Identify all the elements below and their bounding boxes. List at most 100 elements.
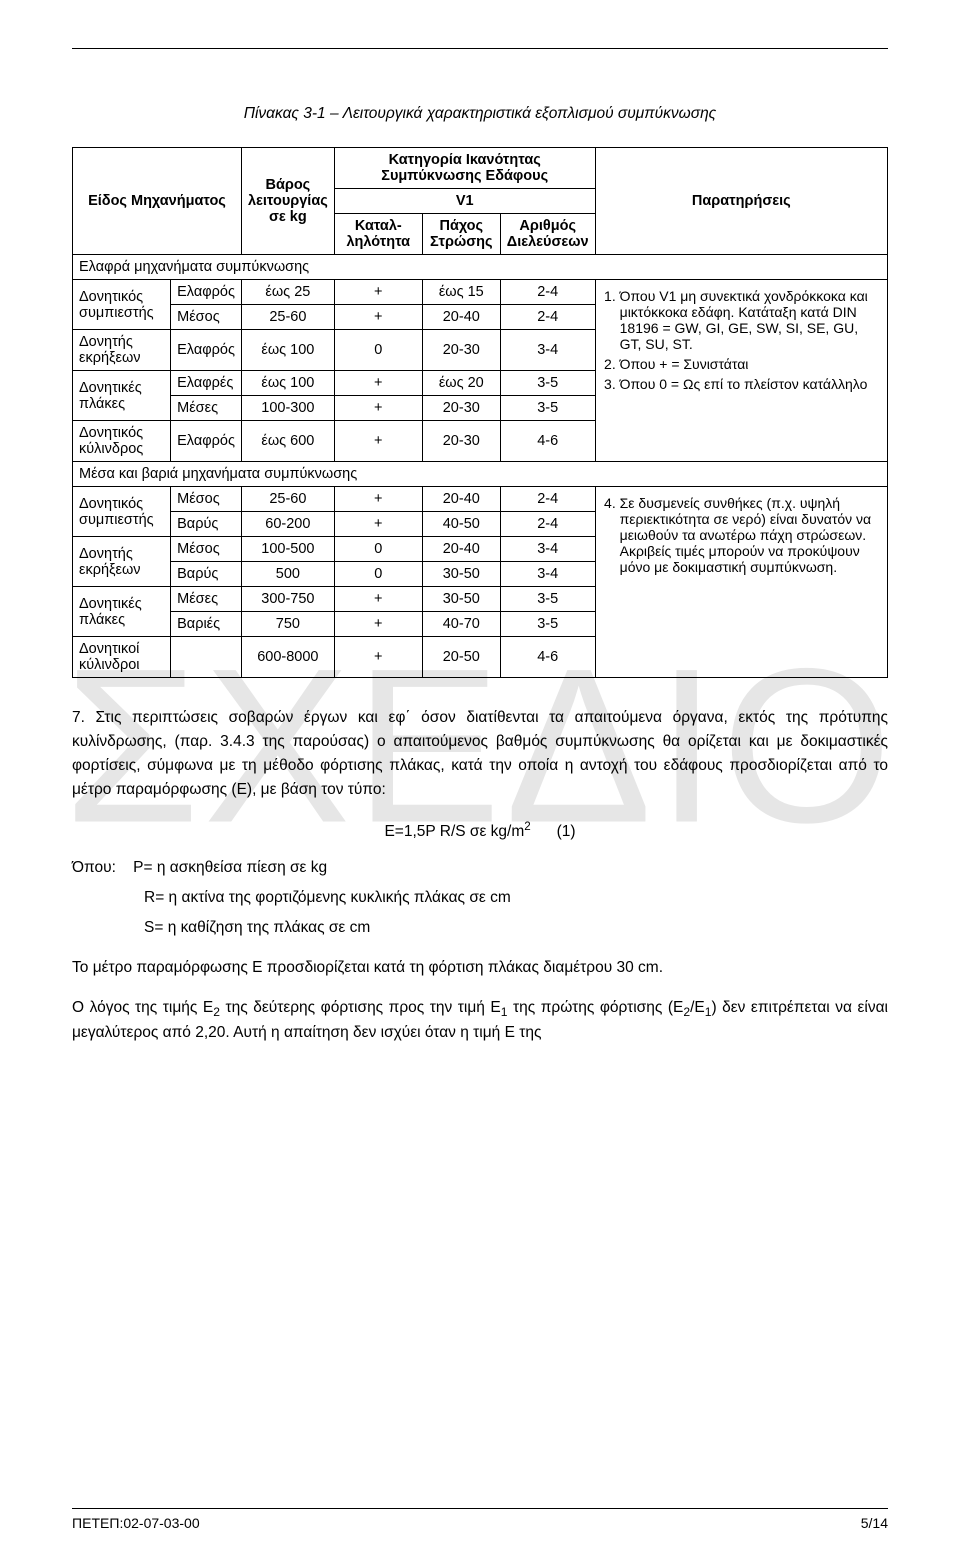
cell: Δονητικός συμπιεστής: [73, 487, 171, 537]
cell: 3-5: [500, 371, 595, 396]
th-passes: Αριθμός Διελεύσεων: [500, 214, 595, 255]
paragraph-7: 7. Στις περιπτώσεις σοβαρών έργων και εφ…: [72, 706, 888, 802]
cell: 100-500: [241, 537, 334, 562]
cell: 100-300: [241, 396, 334, 421]
note-1: Όπου V1 μη συνεκτικά χονδρόκκοκα και μικ…: [620, 288, 879, 352]
cell: Βαρύς: [171, 512, 242, 537]
p3-b: της δεύτερης φόρτισης προς την τιμή E: [220, 999, 501, 1016]
paragraph-e30: Το μέτρο παραμόρφωσης Ε προσδιορίζεται κ…: [72, 956, 888, 980]
cell: 3-4: [500, 562, 595, 587]
def-s: S= η καθίζηση της πλάκας σε cm: [144, 913, 888, 942]
cell: 20-30: [422, 421, 500, 462]
cell: Ελαφρές: [171, 371, 242, 396]
th-notes: Παρατηρήσεις: [595, 148, 887, 255]
cell: Ελαφρός: [171, 280, 242, 305]
cell: έως 100: [241, 371, 334, 396]
cell: Δονητής εκρήξεων: [73, 537, 171, 587]
th-group-title: Κατηγορία Ικανότητας Συμπύκνωσης Εδάφους: [334, 148, 595, 189]
def-r: R= η ακτίνα της φορτιζόμενης κυκλικής πλ…: [144, 883, 888, 912]
footer-left: ΠΕΤΕΠ:02-07-03-00: [72, 1515, 200, 1531]
note-4: Σε δυσμενείς συνθήκες (π.χ. υψηλή περιεκ…: [620, 495, 879, 575]
cell: 40-70: [422, 612, 500, 637]
note-3: Όπου 0 = Ως επί το πλείστον κατάλληλο: [620, 376, 879, 392]
cell: Μέσος: [171, 487, 242, 512]
cell: Βαρύς: [171, 562, 242, 587]
cell: 600-8000: [241, 637, 334, 678]
cell: 0: [334, 330, 422, 371]
cell: 20-40: [422, 305, 500, 330]
cell: 25-60: [241, 305, 334, 330]
cell: 300-750: [241, 587, 334, 612]
def-p: P= η ασκηθείσα πίεση σε kg: [133, 859, 327, 876]
cell: +: [334, 396, 422, 421]
cell: +: [334, 371, 422, 396]
cell: 2-4: [500, 280, 595, 305]
top-rule: [72, 48, 888, 49]
cell: Μέσες: [171, 396, 242, 421]
cell: Δονητής εκρήξεων: [73, 330, 171, 371]
cell: 3-4: [500, 330, 595, 371]
cell: έως 25: [241, 280, 334, 305]
cell: 0: [334, 562, 422, 587]
cell: 3-5: [500, 587, 595, 612]
p3-c: της πρώτης φόρτισης (E: [507, 999, 683, 1016]
cell: έως 15: [422, 280, 500, 305]
cell: 20-30: [422, 396, 500, 421]
cell: +: [334, 487, 422, 512]
cell: +: [334, 512, 422, 537]
th-thickness: Πάχος Στρώσης: [422, 214, 500, 255]
th-v1: V1: [334, 189, 595, 214]
cell: Βαριές: [171, 612, 242, 637]
cell: +: [334, 421, 422, 462]
cell: Ελαφρός: [171, 421, 242, 462]
cell: 0: [334, 537, 422, 562]
cell: 4-6: [500, 421, 595, 462]
equation-number: (1): [557, 823, 576, 840]
cell: +: [334, 280, 422, 305]
formula-text: E=1,5P R/S σε kg/m: [384, 823, 524, 840]
cell: 2-4: [500, 487, 595, 512]
cell: 20-30: [422, 330, 500, 371]
where-label: Όπου:: [72, 859, 116, 876]
cell: 4-6: [500, 637, 595, 678]
th-suitability: Καταλ- ληλότητα: [334, 214, 422, 255]
notes-heavy: Σε δυσμενείς συνθήκες (π.χ. υψηλή περιεκ…: [595, 487, 887, 678]
cell: Δονητικός συμπιεστής: [73, 280, 171, 330]
cell: Δονητικές πλάκες: [73, 587, 171, 637]
where-block: Όπου: P= η ασκηθείσα πίεση σε kg: [72, 859, 888, 877]
cell: 3-5: [500, 612, 595, 637]
cell: 3-5: [500, 396, 595, 421]
cell: 500: [241, 562, 334, 587]
formula-sup: 2: [524, 820, 530, 833]
cell: 20-50: [422, 637, 500, 678]
cell: 2-4: [500, 512, 595, 537]
cell: 30-50: [422, 562, 500, 587]
cell: Δονητικός κύλινδρος: [73, 421, 171, 462]
cell: +: [334, 612, 422, 637]
p3-a: Ο λόγος της τιμής E: [72, 999, 213, 1016]
equipment-table: Είδος Μηχανήματος Βάρος λειτουργίας σε k…: [72, 147, 888, 678]
th-weight: Βάρος λειτουργίας σε kg: [241, 148, 334, 255]
cell: 30-50: [422, 587, 500, 612]
cell: +: [334, 587, 422, 612]
cell: 25-60: [241, 487, 334, 512]
cell: +: [334, 305, 422, 330]
cell: 2-4: [500, 305, 595, 330]
cell: 40-50: [422, 512, 500, 537]
formula: E=1,5P R/S σε kg/m2 (1): [72, 820, 888, 841]
section-heavy: Μέσα και βαριά μηχανήματα συμπύκνωσης: [73, 462, 888, 487]
cell: Δονητικοί κύλινδροι: [73, 637, 171, 678]
cell: Δονητικές πλάκες: [73, 371, 171, 421]
cell: 60-200: [241, 512, 334, 537]
cell: Μέσος: [171, 537, 242, 562]
th-machine-type: Είδος Μηχανήματος: [73, 148, 242, 255]
paragraph-ratio: Ο λόγος της τιμής E2 της δεύτερης φόρτισ…: [72, 996, 888, 1046]
cell: [171, 637, 242, 678]
cell: 750: [241, 612, 334, 637]
cell: έως 100: [241, 330, 334, 371]
note-2: Όπου + = Συνιστάται: [620, 356, 879, 372]
cell: 20-40: [422, 487, 500, 512]
cell: Μέσος: [171, 305, 242, 330]
cell: +: [334, 637, 422, 678]
cell: 20-40: [422, 537, 500, 562]
